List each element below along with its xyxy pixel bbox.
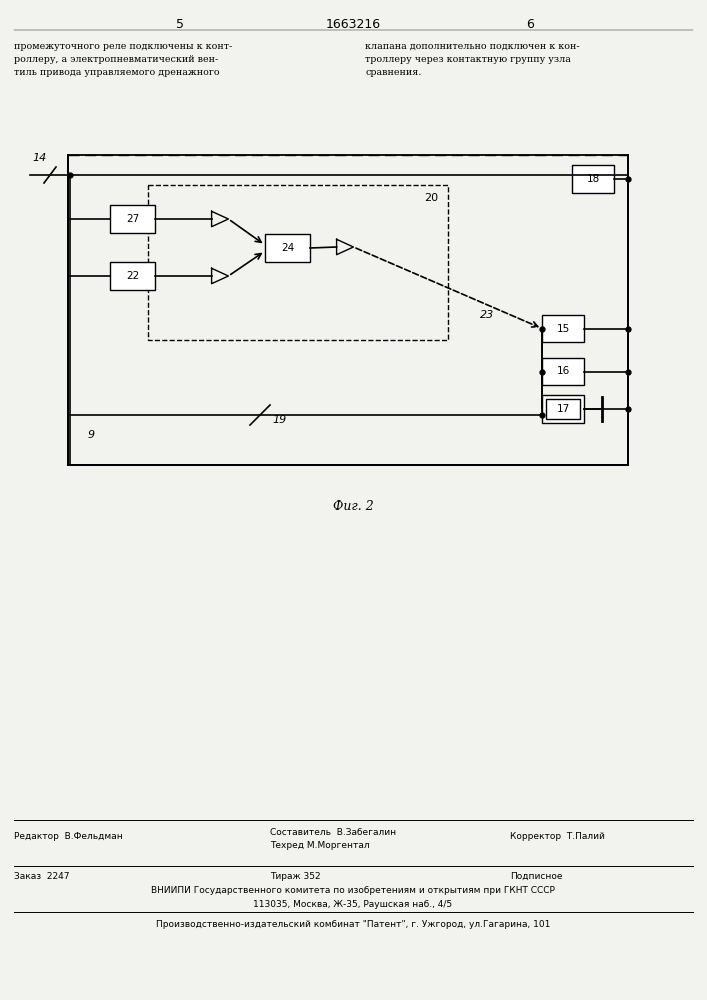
Bar	[542, 395, 584, 423]
Bar	[110, 262, 155, 290]
Text: 18: 18	[586, 174, 600, 184]
Text: 22: 22	[126, 271, 139, 281]
Bar	[542, 315, 584, 342]
Text: Подписное: Подписное	[510, 872, 563, 881]
Text: ВНИИПИ Государственного комитета по изобретениям и открытиям при ГКНТ СССР: ВНИИПИ Государственного комитета по изоб…	[151, 886, 555, 895]
Bar	[68, 155, 628, 465]
Text: Заказ  2247: Заказ 2247	[14, 872, 69, 881]
Text: 5: 5	[176, 18, 184, 31]
Text: Редактор  В.Фельдман: Редактор В.Фельдман	[14, 832, 123, 841]
Text: 14: 14	[32, 153, 46, 163]
Text: Производственно-издательский комбинат "Патент", г. Ужгород, ул.Гагарина, 101: Производственно-издательский комбинат "П…	[156, 920, 550, 929]
Text: Корректор  Т.Палий: Корректор Т.Палий	[510, 832, 605, 841]
Text: 9: 9	[88, 430, 95, 440]
Text: 113035, Москва, Ж-35, Раушская наб., 4/5: 113035, Москва, Ж-35, Раушская наб., 4/5	[253, 900, 452, 909]
Text: промежуточного реле подключены к конт-
роллеру, а электропневматический вен-
тил: промежуточного реле подключены к конт- р…	[14, 42, 233, 77]
Bar	[148, 185, 448, 340]
Bar	[572, 165, 614, 193]
Text: 15: 15	[556, 324, 570, 334]
Text: 20: 20	[424, 193, 438, 203]
Bar	[110, 205, 155, 233]
Text: клапана дополнительно подключен к кон-
троллеру через контактную группу узла
сра: клапана дополнительно подключен к кон- т…	[365, 42, 580, 77]
Text: 19: 19	[272, 415, 286, 425]
Text: 17: 17	[556, 404, 570, 414]
Text: 27: 27	[126, 214, 139, 224]
Text: Фиг. 2: Фиг. 2	[332, 500, 373, 513]
Text: Тираж 352: Тираж 352	[270, 872, 321, 881]
Text: 23: 23	[480, 310, 494, 320]
Text: 16: 16	[556, 366, 570, 376]
Bar	[546, 399, 580, 419]
Bar	[265, 234, 310, 262]
Bar	[542, 358, 584, 385]
Text: 6: 6	[526, 18, 534, 31]
Text: Составитель  В.Забегалин
Техред М.Моргентал: Составитель В.Забегалин Техред М.Моргент…	[270, 828, 396, 850]
Text: 24: 24	[281, 243, 294, 253]
Text: 1663216: 1663216	[325, 18, 380, 31]
